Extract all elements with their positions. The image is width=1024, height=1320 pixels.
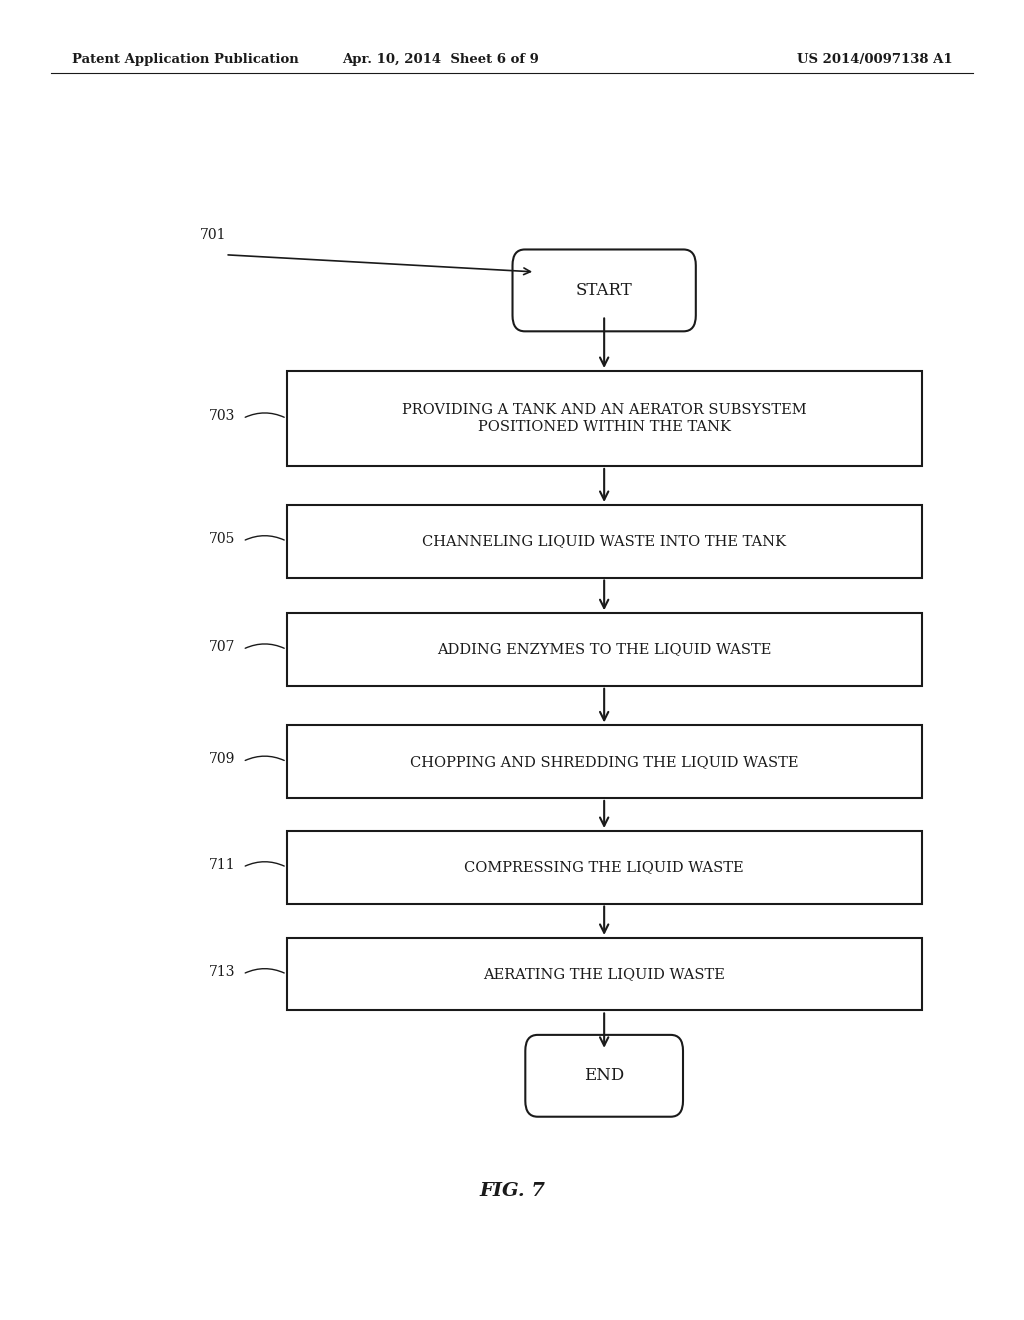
Text: START: START — [575, 282, 633, 298]
Text: 707: 707 — [209, 640, 236, 653]
Text: 703: 703 — [209, 409, 236, 422]
Text: CHOPPING AND SHREDDING THE LIQUID WASTE: CHOPPING AND SHREDDING THE LIQUID WASTE — [410, 755, 799, 768]
FancyBboxPatch shape — [287, 832, 922, 903]
FancyBboxPatch shape — [287, 504, 922, 578]
Text: Patent Application Publication: Patent Application Publication — [72, 53, 298, 66]
Text: Apr. 10, 2014  Sheet 6 of 9: Apr. 10, 2014 Sheet 6 of 9 — [342, 53, 539, 66]
FancyBboxPatch shape — [287, 937, 922, 1011]
Text: AERATING THE LIQUID WASTE: AERATING THE LIQUID WASTE — [483, 968, 725, 981]
FancyBboxPatch shape — [287, 371, 922, 466]
Text: 711: 711 — [209, 858, 236, 871]
Text: 701: 701 — [200, 228, 226, 242]
FancyBboxPatch shape — [513, 249, 696, 331]
Text: ADDING ENZYMES TO THE LIQUID WASTE: ADDING ENZYMES TO THE LIQUID WASTE — [437, 643, 771, 656]
Text: 709: 709 — [209, 752, 236, 766]
Text: CHANNELING LIQUID WASTE INTO THE TANK: CHANNELING LIQUID WASTE INTO THE TANK — [422, 535, 786, 548]
FancyBboxPatch shape — [287, 612, 922, 686]
Text: 705: 705 — [209, 532, 236, 545]
Text: FIG. 7: FIG. 7 — [479, 1181, 545, 1200]
Text: END: END — [584, 1068, 625, 1084]
FancyBboxPatch shape — [287, 726, 922, 797]
Text: PROVIDING A TANK AND AN AERATOR SUBSYSTEM
POSITIONED WITHIN THE TANK: PROVIDING A TANK AND AN AERATOR SUBSYSTE… — [401, 404, 807, 433]
Text: 713: 713 — [209, 965, 236, 978]
FancyBboxPatch shape — [525, 1035, 683, 1117]
Text: US 2014/0097138 A1: US 2014/0097138 A1 — [797, 53, 952, 66]
Text: COMPRESSING THE LIQUID WASTE: COMPRESSING THE LIQUID WASTE — [464, 861, 744, 874]
